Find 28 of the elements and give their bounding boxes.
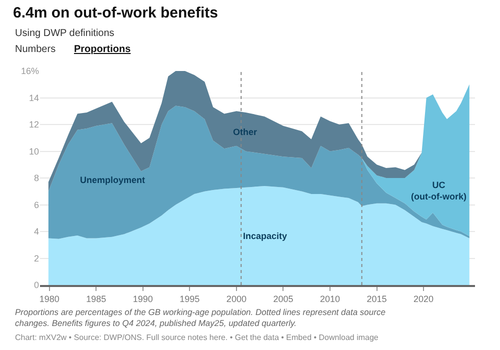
series-label: UC (out-of-work) bbox=[411, 180, 466, 202]
text: Proportions bbox=[74, 44, 132, 55]
x-tick-label: 1995 bbox=[180, 294, 200, 304]
y-tick-label: 2 bbox=[34, 253, 39, 264]
series-label: Incapacity bbox=[243, 231, 288, 241]
x-tick-label: 1980 bbox=[39, 294, 60, 304]
text: Numbers bbox=[15, 44, 56, 55]
text: Proportions are percentages of the GB working-age population. Dotted lines represent data source changes. Benefits figures to Q4 2024, published May25, updated quarterly. bbox=[15, 307, 386, 328]
chart-subtitle: Using DWP definitions bbox=[15, 28, 114, 39]
x-tick-label: 2015 bbox=[366, 294, 387, 304]
y-tick-label: 16% bbox=[20, 66, 39, 76]
x-tick-label: 1990 bbox=[132, 294, 153, 304]
chart-title: 6.4m on out-of-work benefits bbox=[13, 4, 218, 22]
y-tick-label: 12 bbox=[28, 120, 39, 130]
series-label: Unemployment bbox=[80, 175, 146, 185]
y-tick-label: 4 bbox=[34, 226, 39, 237]
series-label: Other bbox=[233, 127, 258, 137]
x-tick-label: 2020 bbox=[414, 294, 434, 304]
x-tick-label: 2005 bbox=[273, 294, 294, 304]
text: Chart: mXV2w • Source: DWP/ONS. Full source notes here. • Get the data • Embed • Download image bbox=[15, 333, 379, 342]
x-tick-label: 2000 bbox=[226, 294, 246, 304]
x-tick-label: 2010 bbox=[320, 294, 340, 304]
y-tick-label: 14 bbox=[28, 92, 39, 103]
y-tick-label: 10 bbox=[28, 146, 39, 156]
y-tick-label: 8 bbox=[34, 173, 39, 184]
y-tick-label: 6 bbox=[34, 200, 39, 210]
y-tick-label: 0 bbox=[34, 280, 39, 290]
x-tick-label: 1985 bbox=[86, 294, 106, 304]
